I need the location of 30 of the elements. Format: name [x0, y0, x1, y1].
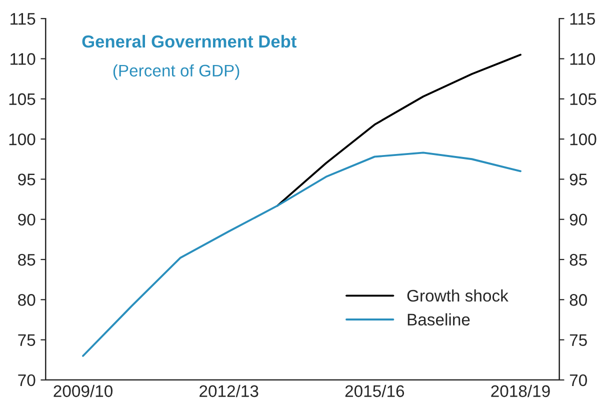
y2-tick-label: 90	[570, 214, 587, 226]
x-tick-label: 2018/19	[491, 384, 550, 398]
y-tick-label: 70	[18, 374, 36, 386]
y-tick-label: 115	[10, 13, 36, 25]
y-tick-label: 105	[9, 93, 36, 106]
legend-label: Baseline	[408, 313, 470, 326]
line-series	[82, 152, 522, 357]
x-tick-label: 2015/16	[345, 384, 404, 398]
y-tick-label: 90	[18, 214, 36, 226]
y-tick-label: 75	[18, 334, 36, 346]
y-tick-label: 110	[10, 53, 36, 65]
x-tick-label: 2009/10	[54, 384, 112, 398]
y-tick-label: 95	[18, 174, 36, 186]
legend-label: Growth shock	[407, 289, 508, 302]
y2-tick-label: 70	[570, 374, 587, 386]
y-tick-label: 80	[18, 294, 36, 306]
y2-tick-label: 95	[570, 174, 587, 186]
y2-tick-label: 85	[570, 254, 587, 266]
y2-tick-label: 100	[570, 133, 596, 146]
y2-tick-label: 80	[570, 294, 587, 306]
line-series	[276, 54, 522, 207]
y2-tick-label: 110	[570, 53, 596, 65]
y-tick-label: 85	[18, 254, 36, 266]
y2-tick-label: 105	[570, 93, 596, 106]
y2-tick-label: 115	[570, 13, 595, 25]
text: (Percent of GDP)	[113, 64, 240, 80]
y-tick-label: 100	[9, 133, 36, 146]
text: General Government Debt	[82, 34, 296, 48]
y2-tick-label: 75	[570, 334, 587, 346]
x-tick-label: 2012/13	[200, 384, 258, 398]
